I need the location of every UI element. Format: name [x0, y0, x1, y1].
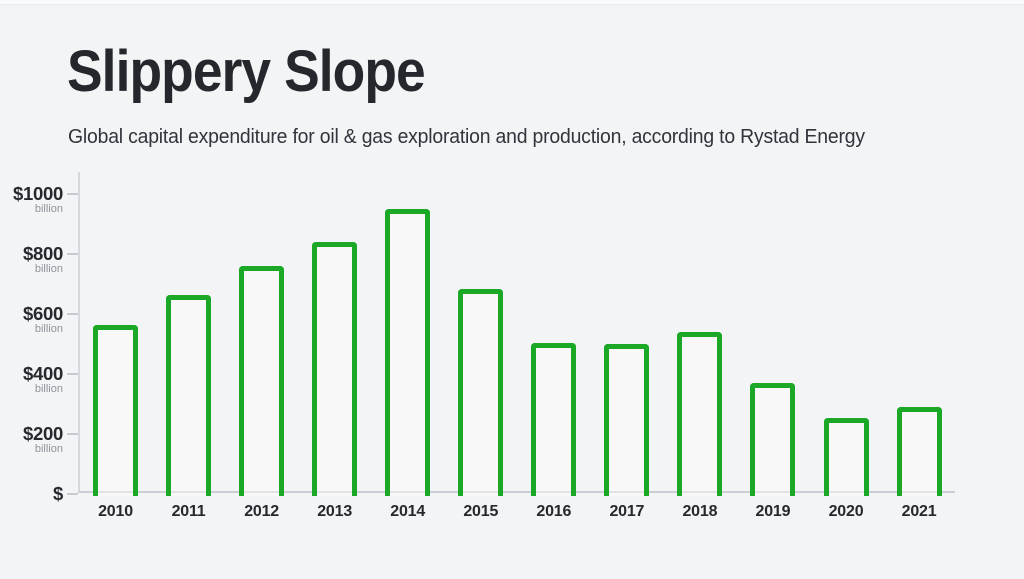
bar-2013: [312, 242, 358, 496]
y-tick-value: $1000: [13, 183, 63, 205]
y-tick-label-600: $600 billion: [0, 304, 63, 335]
x-tick-label-2011: 2011: [171, 503, 206, 520]
x-tick-label-2014: 2014: [390, 503, 426, 520]
y-tick-mark: [67, 493, 78, 495]
y-tick-mark: [67, 193, 78, 196]
y-tick-label-400: $400 billion: [0, 364, 63, 395]
bar-2010: [93, 324, 138, 496]
y-tick-unit: billion: [34, 203, 63, 216]
y-tick-mark: [67, 253, 78, 256]
y-tick-value: $: [53, 483, 63, 504]
x-tick-label-2018: 2018: [682, 503, 718, 520]
x-tick-label-2015: 2015: [463, 503, 499, 520]
bar-2021: [896, 407, 942, 496]
y-tick-unit: billion: [34, 443, 63, 456]
y-tick-unit: billion: [34, 263, 63, 276]
y-tick-mark: [67, 433, 78, 436]
y-axis-line: [78, 172, 80, 492]
y-tick-unit: billion: [34, 323, 63, 336]
chart-subtitle: Global capital expenditure for oil & gas…: [68, 126, 865, 148]
x-tick-label-2016: 2016: [536, 503, 572, 520]
x-axis-line: [78, 491, 955, 493]
top-divider: [0, 0, 1024, 5]
x-tick-label-2013: 2013: [317, 503, 353, 520]
bar-2017: [604, 344, 650, 496]
y-tick-unit: billion: [34, 383, 63, 396]
x-tick-label-2012: 2012: [244, 503, 279, 520]
bar-2016: [531, 342, 577, 496]
x-tick-label-2019: 2019: [755, 503, 791, 520]
y-tick-value: $400: [23, 363, 63, 385]
y-tick-mark: [67, 373, 78, 376]
x-tick-label-2017: 2017: [609, 503, 645, 520]
x-tick-label-2021: 2021: [901, 503, 937, 520]
bar-2015: [458, 288, 504, 496]
y-tick-label-1000: $1000 billion: [0, 184, 63, 215]
bar-2019: [750, 383, 796, 496]
y-tick-label-800: $800 billion: [0, 244, 63, 275]
y-tick-mark: [67, 313, 78, 316]
x-tick-label-2010: 2010: [98, 503, 133, 520]
bar-2020: [823, 417, 869, 496]
bar-2012: [239, 266, 285, 496]
y-tick-label-0: $: [0, 484, 63, 503]
y-tick-value: $600: [23, 303, 63, 325]
y-tick-value: $200: [23, 423, 63, 445]
bar-2011: [166, 294, 212, 496]
bar-2014: [385, 209, 431, 496]
chart-title: Slippery Slope: [67, 39, 426, 104]
y-tick-label-200: $200 billion: [0, 424, 63, 455]
x-tick-label-2020: 2020: [828, 503, 864, 520]
y-tick-value: $800: [23, 243, 63, 265]
bar-2018: [677, 332, 723, 496]
